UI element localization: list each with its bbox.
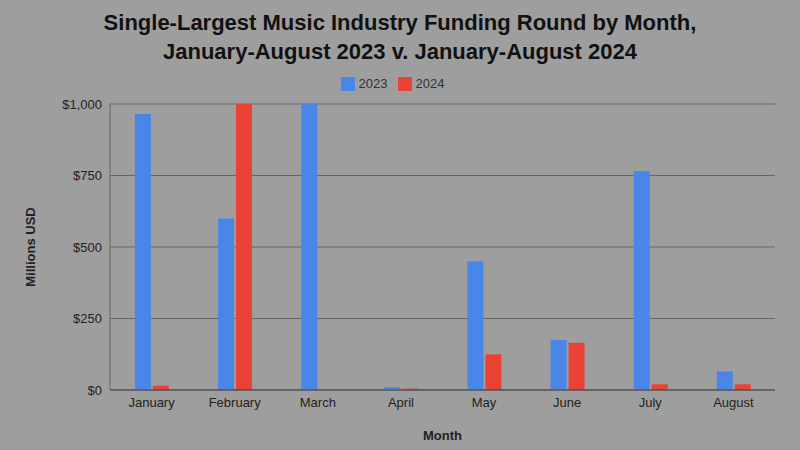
html-text:2023: 2023 xyxy=(358,76,388,91)
html-text:Single-Largest Music Industry: Single-Largest Music Industry Funding Ro… xyxy=(103,10,697,64)
svg-text:March: March xyxy=(300,395,336,410)
svg-text:August: August xyxy=(713,395,754,410)
svg-text:$0: $0 xyxy=(88,383,102,398)
svg-text:Month: Month xyxy=(423,428,462,443)
svg-text:$750: $750 xyxy=(73,168,102,183)
svg-text:$500: $500 xyxy=(73,240,102,255)
html-text:2024: 2024 xyxy=(415,76,445,91)
svg-text:$250: $250 xyxy=(73,311,102,326)
svg-text:June: June xyxy=(553,395,581,410)
svg-text:May: May xyxy=(472,395,497,410)
svg-text:July: July xyxy=(639,395,663,410)
svg-text:February: February xyxy=(209,395,262,410)
svg-text:January: January xyxy=(128,395,175,410)
svg-text:Millions USD: Millions USD xyxy=(23,207,38,286)
svg-text:$1,000: $1,000 xyxy=(62,97,102,112)
svg-text:April: April xyxy=(388,395,414,410)
